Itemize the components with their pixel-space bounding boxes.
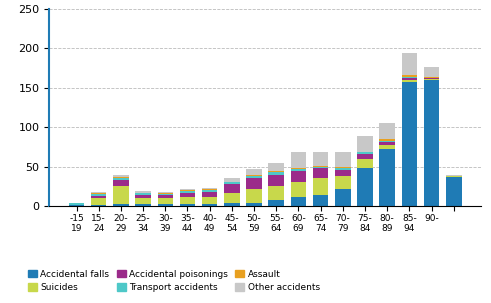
Bar xyxy=(136,195,151,198)
Bar xyxy=(291,152,306,168)
Bar xyxy=(69,203,84,205)
Bar xyxy=(91,198,107,205)
Bar xyxy=(380,145,395,149)
Bar xyxy=(313,168,328,178)
Bar xyxy=(402,82,417,206)
Bar xyxy=(158,198,173,205)
Bar xyxy=(180,191,195,193)
Bar xyxy=(357,159,373,168)
Bar xyxy=(224,181,240,182)
Bar xyxy=(180,205,195,206)
Bar xyxy=(446,175,462,176)
Bar xyxy=(269,175,284,185)
Bar xyxy=(402,80,417,82)
Bar xyxy=(246,175,262,176)
Bar xyxy=(69,205,84,206)
Bar xyxy=(269,172,284,175)
Bar xyxy=(246,169,262,175)
Bar xyxy=(446,176,462,177)
Bar xyxy=(313,178,328,195)
Bar xyxy=(91,205,107,206)
Bar xyxy=(136,191,151,193)
Bar xyxy=(446,177,462,206)
Bar xyxy=(91,196,107,198)
Bar xyxy=(380,139,395,141)
Bar xyxy=(335,189,351,206)
Bar xyxy=(246,203,262,206)
Bar xyxy=(180,193,195,197)
Bar xyxy=(158,193,173,194)
Bar xyxy=(91,193,107,194)
Bar xyxy=(402,53,417,75)
Bar xyxy=(424,79,439,80)
Bar xyxy=(113,178,129,180)
Bar xyxy=(246,189,262,203)
Bar xyxy=(335,168,351,170)
Bar xyxy=(335,170,351,176)
Bar xyxy=(380,141,395,142)
Bar xyxy=(313,195,328,206)
Bar xyxy=(158,195,173,198)
Bar xyxy=(224,178,240,181)
Bar xyxy=(180,190,195,191)
Bar xyxy=(291,171,306,182)
Bar xyxy=(313,152,328,166)
Bar xyxy=(158,205,173,206)
Bar xyxy=(402,75,417,77)
Bar xyxy=(180,189,195,190)
Bar xyxy=(113,180,129,186)
Bar xyxy=(202,205,218,206)
Bar xyxy=(424,67,439,77)
Bar xyxy=(335,176,351,189)
Bar xyxy=(424,78,439,79)
Bar xyxy=(380,123,395,139)
Bar xyxy=(136,198,151,205)
Legend: Accidental falls, Suicides, Accidental poisonings, Transport accidents, Assault,: Accidental falls, Suicides, Accidental p… xyxy=(27,270,320,292)
Bar xyxy=(269,163,284,171)
Bar xyxy=(136,193,151,195)
Bar xyxy=(113,186,129,204)
Bar xyxy=(291,197,306,206)
Bar xyxy=(313,167,328,168)
Bar xyxy=(113,204,129,206)
Bar xyxy=(180,197,195,205)
Bar xyxy=(357,152,373,154)
Bar xyxy=(291,182,306,197)
Bar xyxy=(269,171,284,172)
Bar xyxy=(158,194,173,195)
Bar xyxy=(113,177,129,178)
Bar xyxy=(424,80,439,206)
Bar xyxy=(202,189,218,190)
Bar xyxy=(269,185,284,200)
Bar xyxy=(380,149,395,206)
Bar xyxy=(224,184,240,193)
Bar xyxy=(424,77,439,78)
Bar xyxy=(224,182,240,184)
Bar xyxy=(313,166,328,167)
Bar xyxy=(224,203,240,206)
Bar xyxy=(291,169,306,171)
Bar xyxy=(202,192,218,197)
Bar xyxy=(202,197,218,205)
Bar xyxy=(402,77,417,78)
Bar xyxy=(136,205,151,206)
Bar xyxy=(113,175,129,177)
Bar xyxy=(202,190,218,192)
Bar xyxy=(357,168,373,206)
Bar xyxy=(269,200,284,206)
Bar xyxy=(224,193,240,203)
Bar xyxy=(357,154,373,159)
Bar xyxy=(91,192,107,193)
Bar xyxy=(380,142,395,145)
Bar xyxy=(246,178,262,189)
Bar xyxy=(357,136,373,152)
Bar xyxy=(246,176,262,178)
Bar xyxy=(291,168,306,169)
Bar xyxy=(91,194,107,196)
Bar xyxy=(158,192,173,193)
Bar xyxy=(202,188,218,189)
Bar xyxy=(335,152,351,168)
Bar xyxy=(402,78,417,80)
